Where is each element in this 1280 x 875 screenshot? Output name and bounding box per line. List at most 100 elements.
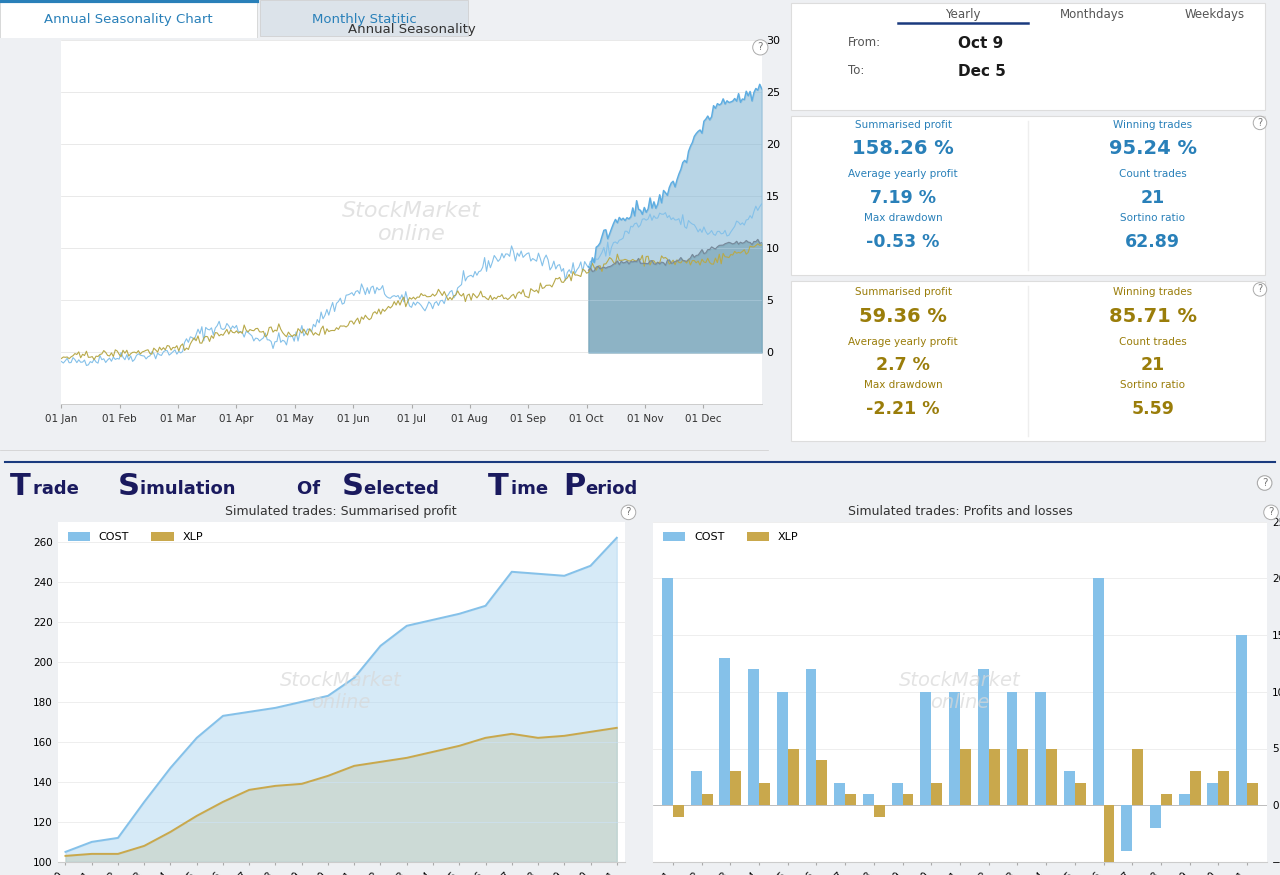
Bar (1075, 782, 1085, 805)
Text: S: S (342, 473, 364, 501)
FancyBboxPatch shape (791, 281, 1265, 441)
Bar (731, 771, 741, 805)
Bar (835, 782, 845, 805)
Text: StockMarket
online: StockMarket online (280, 671, 402, 712)
Bar (260, 0, 467, 37)
Bar (1133, 748, 1143, 805)
Text: 7.19 %: 7.19 % (870, 189, 936, 207)
Text: ?: ? (1257, 118, 1262, 128)
Text: Sortino ratio: Sortino ratio (1120, 213, 1185, 223)
Text: eriod: eriod (585, 480, 637, 498)
Bar (892, 782, 902, 805)
Text: Monthly Statitic: Monthly Statitic (311, 12, 416, 25)
Bar (1189, 771, 1201, 805)
Text: Count trades: Count trades (1119, 169, 1187, 178)
Bar (932, 782, 942, 805)
Text: To:: To: (849, 64, 864, 77)
Bar (1006, 692, 1018, 805)
Bar (1219, 771, 1229, 805)
Text: ?: ? (1257, 284, 1262, 294)
Bar (759, 782, 771, 805)
Text: Annual Seasonality Chart: Annual Seasonality Chart (45, 12, 212, 25)
Legend: COST, XLP: COST, XLP (658, 528, 803, 547)
Bar (1093, 578, 1103, 805)
Text: StockMarket
online: StockMarket online (342, 200, 481, 244)
Bar (691, 771, 701, 805)
Bar (902, 794, 914, 805)
Text: ?: ? (1268, 507, 1274, 517)
Bar (978, 669, 988, 805)
Text: 5.59: 5.59 (1132, 401, 1174, 418)
Text: Average yearly profit: Average yearly profit (849, 169, 957, 178)
Title: Simulated trades: Summarised profit: Simulated trades: Summarised profit (225, 505, 457, 518)
Text: Monthdays: Monthdays (1060, 8, 1125, 21)
FancyBboxPatch shape (791, 116, 1265, 275)
Text: -2.21 %: -2.21 % (867, 401, 940, 418)
Bar (874, 805, 884, 816)
Bar (863, 794, 874, 805)
Text: Of: Of (297, 480, 326, 498)
FancyBboxPatch shape (791, 4, 1265, 110)
Text: 62.89: 62.89 (1125, 233, 1180, 250)
Bar (701, 794, 713, 805)
Text: elected: elected (364, 480, 444, 498)
Text: Oct 9: Oct 9 (957, 36, 1004, 51)
Text: 95.24 %: 95.24 % (1108, 139, 1197, 158)
Bar (1207, 782, 1219, 805)
Bar (777, 692, 787, 805)
Text: Weekdays: Weekdays (1185, 8, 1245, 21)
Text: ?: ? (1262, 478, 1267, 488)
Text: 85.71 %: 85.71 % (1108, 307, 1197, 326)
Text: Dec 5: Dec 5 (957, 64, 1006, 79)
Bar (960, 748, 972, 805)
Text: StockMarket
online: StockMarket online (899, 671, 1021, 712)
Bar (1149, 805, 1161, 828)
Text: S: S (118, 473, 140, 501)
Bar (845, 794, 856, 805)
Bar (1018, 748, 1028, 805)
Text: Max drawdown: Max drawdown (864, 213, 942, 223)
Bar (719, 658, 731, 805)
Text: rade: rade (33, 480, 86, 498)
Bar (1121, 805, 1133, 850)
Bar (1179, 794, 1189, 805)
Bar (1046, 748, 1057, 805)
Text: 158.26 %: 158.26 % (852, 139, 954, 158)
Text: Summarised profit: Summarised profit (855, 120, 951, 130)
Bar (817, 760, 827, 805)
Bar (1036, 692, 1046, 805)
Bar (1236, 635, 1247, 805)
Text: -0.53 %: -0.53 % (867, 233, 940, 250)
Text: From:: From: (849, 36, 881, 49)
Bar (1247, 782, 1258, 805)
Bar (673, 805, 684, 816)
Bar (920, 692, 932, 805)
Text: 21: 21 (1140, 189, 1165, 207)
Text: Summarised profit: Summarised profit (855, 287, 951, 298)
Text: Yearly: Yearly (945, 8, 980, 21)
Bar (1064, 771, 1075, 805)
Bar (0, 0, 257, 38)
Text: 2.7 %: 2.7 % (876, 356, 931, 374)
Bar (662, 578, 673, 805)
Bar (1103, 805, 1115, 862)
Text: Winning trades: Winning trades (1114, 120, 1192, 130)
Bar (787, 748, 799, 805)
Text: Sortino ratio: Sortino ratio (1120, 381, 1185, 390)
Text: Winning trades: Winning trades (1114, 287, 1192, 298)
Bar (988, 748, 1000, 805)
Text: T: T (10, 473, 31, 501)
Text: Max drawdown: Max drawdown (864, 381, 942, 390)
Legend: COST, XLP: COST, XLP (63, 528, 207, 547)
Text: ime: ime (511, 480, 554, 498)
Text: T: T (488, 473, 508, 501)
Bar (948, 692, 960, 805)
Text: 59.36 %: 59.36 % (859, 307, 947, 326)
Title: Annual Seasonality: Annual Seasonality (348, 23, 475, 36)
Text: ?: ? (758, 42, 763, 52)
Text: Count trades: Count trades (1119, 337, 1187, 346)
Title: Simulated trades: Profits and losses: Simulated trades: Profits and losses (847, 505, 1073, 518)
Bar (1161, 794, 1172, 805)
Text: ?: ? (626, 507, 631, 517)
Bar (805, 669, 817, 805)
